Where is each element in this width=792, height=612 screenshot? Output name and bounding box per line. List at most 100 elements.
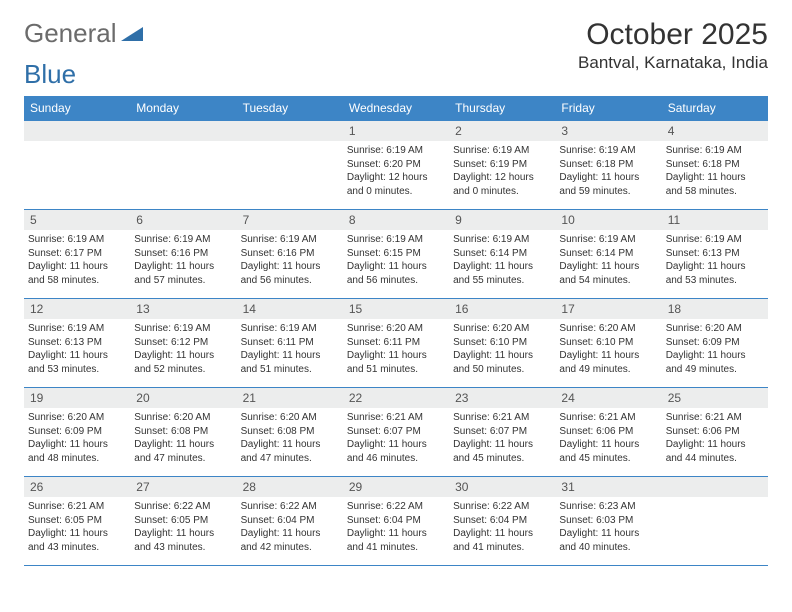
daylight-line1: Daylight: 11 hours bbox=[453, 260, 549, 274]
day-details: Sunrise: 6:21 AMSunset: 6:06 PMDaylight:… bbox=[555, 408, 661, 468]
sunset-text: Sunset: 6:11 PM bbox=[347, 336, 443, 350]
day-number: 12 bbox=[24, 299, 130, 319]
weekday-header: Monday bbox=[130, 96, 236, 121]
day-details: Sunrise: 6:20 AMSunset: 6:09 PMDaylight:… bbox=[24, 408, 130, 468]
daylight-line2: and 0 minutes. bbox=[347, 185, 443, 199]
day-details: Sunrise: 6:19 AMSunset: 6:14 PMDaylight:… bbox=[555, 230, 661, 290]
day-details: Sunrise: 6:19 AMSunset: 6:19 PMDaylight:… bbox=[449, 141, 555, 201]
day-number: 22 bbox=[343, 388, 449, 408]
sunset-text: Sunset: 6:16 PM bbox=[241, 247, 337, 261]
calendar-cell: 5Sunrise: 6:19 AMSunset: 6:17 PMDaylight… bbox=[24, 210, 130, 299]
sunrise-text: Sunrise: 6:19 AM bbox=[134, 322, 230, 336]
day-number: 16 bbox=[449, 299, 555, 319]
day-number: 1 bbox=[343, 121, 449, 141]
daylight-line2: and 54 minutes. bbox=[559, 274, 655, 288]
day-details: Sunrise: 6:21 AMSunset: 6:07 PMDaylight:… bbox=[343, 408, 449, 468]
daylight-line2: and 41 minutes. bbox=[347, 541, 443, 555]
calendar-cell: 29Sunrise: 6:22 AMSunset: 6:04 PMDayligh… bbox=[343, 477, 449, 566]
day-number: 31 bbox=[555, 477, 661, 497]
daylight-line1: Daylight: 11 hours bbox=[559, 349, 655, 363]
daylight-line1: Daylight: 11 hours bbox=[347, 260, 443, 274]
day-details: Sunrise: 6:19 AMSunset: 6:13 PMDaylight:… bbox=[24, 319, 130, 379]
daylight-line2: and 53 minutes. bbox=[28, 363, 124, 377]
day-number: 21 bbox=[237, 388, 343, 408]
daylight-line2: and 51 minutes. bbox=[241, 363, 337, 377]
sunrise-text: Sunrise: 6:19 AM bbox=[134, 233, 230, 247]
sunset-text: Sunset: 6:10 PM bbox=[559, 336, 655, 350]
daylight-line2: and 47 minutes. bbox=[134, 452, 230, 466]
daylight-line1: Daylight: 11 hours bbox=[347, 527, 443, 541]
day-number: 26 bbox=[24, 477, 130, 497]
sunset-text: Sunset: 6:18 PM bbox=[559, 158, 655, 172]
calendar-cell: 31Sunrise: 6:23 AMSunset: 6:03 PMDayligh… bbox=[555, 477, 661, 566]
sunrise-text: Sunrise: 6:19 AM bbox=[453, 144, 549, 158]
logo-triangle-icon bbox=[121, 25, 143, 43]
day-number: 29 bbox=[343, 477, 449, 497]
calendar-cell: 21Sunrise: 6:20 AMSunset: 6:08 PMDayligh… bbox=[237, 388, 343, 477]
daylight-line1: Daylight: 12 hours bbox=[347, 171, 443, 185]
daylight-line2: and 59 minutes. bbox=[559, 185, 655, 199]
daylight-line2: and 47 minutes. bbox=[241, 452, 337, 466]
sunset-text: Sunset: 6:18 PM bbox=[666, 158, 762, 172]
calendar-cell bbox=[662, 477, 768, 566]
sunrise-text: Sunrise: 6:19 AM bbox=[241, 233, 337, 247]
daylight-line1: Daylight: 11 hours bbox=[666, 171, 762, 185]
daylight-line1: Daylight: 11 hours bbox=[559, 260, 655, 274]
day-number: 3 bbox=[555, 121, 661, 141]
calendar-cell: 4Sunrise: 6:19 AMSunset: 6:18 PMDaylight… bbox=[662, 121, 768, 210]
weekday-header: Wednesday bbox=[343, 96, 449, 121]
day-number: 28 bbox=[237, 477, 343, 497]
daylight-line2: and 43 minutes. bbox=[134, 541, 230, 555]
day-details: Sunrise: 6:22 AMSunset: 6:04 PMDaylight:… bbox=[343, 497, 449, 557]
daylight-line1: Daylight: 12 hours bbox=[453, 171, 549, 185]
day-details: Sunrise: 6:20 AMSunset: 6:11 PMDaylight:… bbox=[343, 319, 449, 379]
daylight-line1: Daylight: 11 hours bbox=[559, 438, 655, 452]
daylight-line1: Daylight: 11 hours bbox=[347, 349, 443, 363]
sunrise-text: Sunrise: 6:21 AM bbox=[453, 411, 549, 425]
day-number: 19 bbox=[24, 388, 130, 408]
day-number: 27 bbox=[130, 477, 236, 497]
weekday-header: Saturday bbox=[662, 96, 768, 121]
sunrise-text: Sunrise: 6:20 AM bbox=[666, 322, 762, 336]
calendar-cell: 18Sunrise: 6:20 AMSunset: 6:09 PMDayligh… bbox=[662, 299, 768, 388]
sunrise-text: Sunrise: 6:22 AM bbox=[453, 500, 549, 514]
sunset-text: Sunset: 6:08 PM bbox=[134, 425, 230, 439]
sunrise-text: Sunrise: 6:20 AM bbox=[453, 322, 549, 336]
daylight-line1: Daylight: 11 hours bbox=[241, 527, 337, 541]
sunset-text: Sunset: 6:15 PM bbox=[347, 247, 443, 261]
sunrise-text: Sunrise: 6:21 AM bbox=[666, 411, 762, 425]
calendar-cell: 17Sunrise: 6:20 AMSunset: 6:10 PMDayligh… bbox=[555, 299, 661, 388]
daylight-line1: Daylight: 11 hours bbox=[134, 260, 230, 274]
sunrise-text: Sunrise: 6:22 AM bbox=[241, 500, 337, 514]
day-details: Sunrise: 6:20 AMSunset: 6:09 PMDaylight:… bbox=[662, 319, 768, 379]
day-number: 20 bbox=[130, 388, 236, 408]
calendar-cell: 10Sunrise: 6:19 AMSunset: 6:14 PMDayligh… bbox=[555, 210, 661, 299]
day-number: 18 bbox=[662, 299, 768, 319]
daylight-line1: Daylight: 11 hours bbox=[666, 260, 762, 274]
sunset-text: Sunset: 6:10 PM bbox=[453, 336, 549, 350]
daylight-line1: Daylight: 11 hours bbox=[666, 438, 762, 452]
brand-word-2: Blue bbox=[24, 59, 76, 90]
daylight-line2: and 50 minutes. bbox=[453, 363, 549, 377]
calendar-cell: 23Sunrise: 6:21 AMSunset: 6:07 PMDayligh… bbox=[449, 388, 555, 477]
daylight-line1: Daylight: 11 hours bbox=[134, 527, 230, 541]
calendar-row: 1Sunrise: 6:19 AMSunset: 6:20 PMDaylight… bbox=[24, 121, 768, 210]
day-number-empty bbox=[130, 121, 236, 141]
daylight-line1: Daylight: 11 hours bbox=[241, 438, 337, 452]
day-number: 11 bbox=[662, 210, 768, 230]
daylight-line1: Daylight: 11 hours bbox=[453, 349, 549, 363]
day-number: 17 bbox=[555, 299, 661, 319]
sunrise-text: Sunrise: 6:19 AM bbox=[453, 233, 549, 247]
sunset-text: Sunset: 6:13 PM bbox=[28, 336, 124, 350]
daylight-line1: Daylight: 11 hours bbox=[28, 349, 124, 363]
day-details: Sunrise: 6:21 AMSunset: 6:07 PMDaylight:… bbox=[449, 408, 555, 468]
day-details: Sunrise: 6:22 AMSunset: 6:04 PMDaylight:… bbox=[449, 497, 555, 557]
sunset-text: Sunset: 6:05 PM bbox=[134, 514, 230, 528]
calendar-cell bbox=[237, 121, 343, 210]
day-details: Sunrise: 6:23 AMSunset: 6:03 PMDaylight:… bbox=[555, 497, 661, 557]
day-details: Sunrise: 6:20 AMSunset: 6:08 PMDaylight:… bbox=[237, 408, 343, 468]
day-details: Sunrise: 6:22 AMSunset: 6:04 PMDaylight:… bbox=[237, 497, 343, 557]
calendar-cell: 30Sunrise: 6:22 AMSunset: 6:04 PMDayligh… bbox=[449, 477, 555, 566]
day-number: 14 bbox=[237, 299, 343, 319]
calendar-cell: 19Sunrise: 6:20 AMSunset: 6:09 PMDayligh… bbox=[24, 388, 130, 477]
